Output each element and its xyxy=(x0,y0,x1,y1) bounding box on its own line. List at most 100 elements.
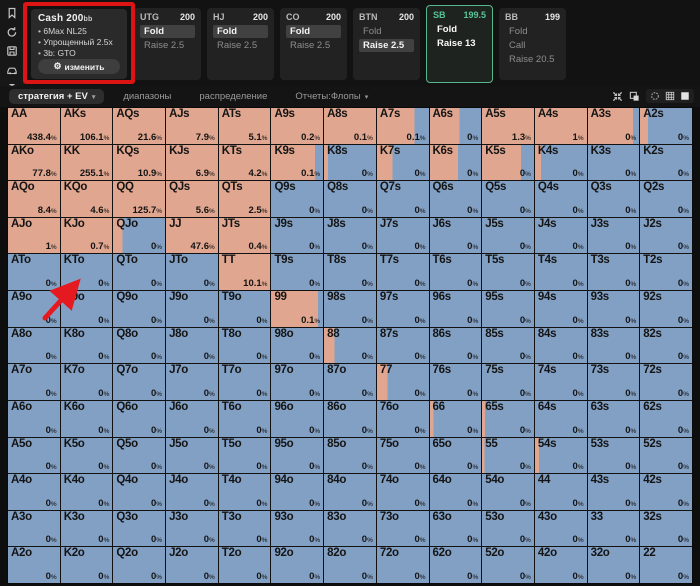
grid-cell-82o[interactable]: 82o 0% xyxy=(324,547,376,583)
grid-cell-Q9s[interactable]: Q9s 0% xyxy=(271,181,324,217)
grid-cell-T8o[interactable]: T8o 0% xyxy=(218,327,271,364)
grid-cell-KTo[interactable]: KTo 0% xyxy=(60,254,113,291)
action-fold[interactable]: Fold xyxy=(286,25,341,38)
grid-cell-J6s[interactable]: J6s 0% xyxy=(429,217,482,254)
grid-cell-A2s[interactable]: A2s 0% xyxy=(640,108,692,144)
grid-cell-76o[interactable]: 76o 0% xyxy=(376,400,429,437)
grid-cell-JTo[interactable]: JTo 0% xyxy=(166,254,218,291)
grid-cell-85o[interactable]: 85o 0% xyxy=(324,437,376,474)
grid-cell-43s[interactable]: 43s 0% xyxy=(587,474,640,510)
save-icon[interactable] xyxy=(6,45,18,57)
grid-cell-JJ[interactable]: JJ 47.6% xyxy=(166,217,218,254)
grid-cell-87s[interactable]: 87s 0% xyxy=(376,327,429,364)
grid-cell-92o[interactable]: 92o 0% xyxy=(271,547,324,583)
grid-cell-J3o[interactable]: J3o 0% xyxy=(166,510,218,547)
grid-cell-QJo[interactable]: QJo 0% xyxy=(113,217,166,254)
grid-cell-K4s[interactable]: K4s 0% xyxy=(534,144,587,181)
grid-cell-T8s[interactable]: T8s 0% xyxy=(324,254,376,291)
grid-cell-55[interactable]: 55 0% xyxy=(482,437,534,474)
grid-cell-J7o[interactable]: J7o 0% xyxy=(166,364,218,400)
grid-cell-T9o[interactable]: T9o 0% xyxy=(218,291,271,327)
grid-cell-J8s[interactable]: J8s 0% xyxy=(324,217,376,254)
grid-cell-82s[interactable]: 82s 0% xyxy=(640,327,692,364)
grid-cell-52o[interactable]: 52o 0% xyxy=(482,547,534,583)
grid-cell-K9s[interactable]: K9s 0.1% xyxy=(271,144,324,181)
grid-cell-K7s[interactable]: K7s 0% xyxy=(376,144,429,181)
action-fold[interactable]: Fold xyxy=(437,24,458,35)
grid-cell-84s[interactable]: 84s 0% xyxy=(534,327,587,364)
grid-cell-KJo[interactable]: KJo 0.7% xyxy=(60,217,113,254)
grid-cell-32s[interactable]: 32s 0% xyxy=(640,510,692,547)
grid-cell-42s[interactable]: 42s 0% xyxy=(640,474,692,510)
grid-cell-K5o[interactable]: K5o 0% xyxy=(60,437,113,474)
grid-cell-T5s[interactable]: T5s 0% xyxy=(482,254,534,291)
grid-cell-K8o[interactable]: K8o 0% xyxy=(60,327,113,364)
grid-cell-J4s[interactable]: J4s 0% xyxy=(534,217,587,254)
tab-стратегия-ev[interactable]: стратегия + EV ▾ xyxy=(9,89,105,104)
grid-cell-A8s[interactable]: A8s 0.1% xyxy=(324,108,376,144)
grid-cell-AJo[interactable]: AJo 1% xyxy=(8,217,60,254)
grid-cell-A6o[interactable]: A6o 0% xyxy=(8,400,60,437)
grid-cell-62s[interactable]: 62s 0% xyxy=(640,400,692,437)
collapse-icon[interactable] xyxy=(612,91,623,102)
position-panel-co[interactable]: CO 200 Fold Raise 2.5 xyxy=(280,8,347,80)
position-panel-btn[interactable]: BTN 200 Fold Raise 2.5 xyxy=(353,8,420,80)
grid-cell-54s[interactable]: 54s 0% xyxy=(534,437,587,474)
grid-cell-KTs[interactable]: KTs 4.2% xyxy=(218,144,271,181)
grid-cell-K3s[interactable]: K3s 0% xyxy=(587,144,640,181)
grid-cell-AKs[interactable]: AKs 106.1% xyxy=(60,108,113,144)
grid-cell-Q6s[interactable]: Q6s 0% xyxy=(429,181,482,217)
grid-cell-K5s[interactable]: K5s 0% xyxy=(482,144,534,181)
grid-cell-64o[interactable]: 64o 0% xyxy=(429,474,482,510)
grid-cell-TT[interactable]: TT 10.1% xyxy=(218,254,271,291)
action-fold[interactable]: Fold xyxy=(509,26,528,37)
grid-cell-K6o[interactable]: K6o 0% xyxy=(60,400,113,437)
grid-cell-T3o[interactable]: T3o 0% xyxy=(218,510,271,547)
copy-icon[interactable] xyxy=(629,91,640,102)
tab-диапазоны[interactable]: диапазоны xyxy=(114,89,180,104)
action-raise-20-5[interactable]: Raise 20.5 xyxy=(509,54,555,65)
grid-cell-52s[interactable]: 52s 0% xyxy=(640,437,692,474)
grid-cell-63s[interactable]: 63s 0% xyxy=(587,400,640,437)
action-raise-13[interactable]: Raise 13 xyxy=(437,38,476,49)
action-raise-2-5[interactable]: Raise 2.5 xyxy=(290,40,331,51)
grid-cell-K9o[interactable]: K9o 0% xyxy=(60,291,113,327)
grid-cell-73o[interactable]: 73o 0% xyxy=(376,510,429,547)
grid-cell-Q3s[interactable]: Q3s 0% xyxy=(587,181,640,217)
grid-cell-Q8o[interactable]: Q8o 0% xyxy=(113,327,166,364)
grid-cell-K8s[interactable]: K8s 0% xyxy=(324,144,376,181)
grid-cell-92s[interactable]: 92s 0% xyxy=(640,291,692,327)
grid-cell-QTs[interactable]: QTs 2.5% xyxy=(218,181,271,217)
grid-cell-J4o[interactable]: J4o 0% xyxy=(166,474,218,510)
grid-cell-22[interactable]: 22 0% xyxy=(640,547,692,583)
tab-распределение[interactable]: распределение xyxy=(190,89,276,104)
tab-отчеты-флопы[interactable]: Отчеты:Флопы ▾ xyxy=(286,89,377,104)
grid-cell-44[interactable]: 44 0% xyxy=(534,474,587,510)
grid-cell-62o[interactable]: 62o 0% xyxy=(429,547,482,583)
grid-cell-86o[interactable]: 86o 0% xyxy=(324,400,376,437)
grid-cell-Q7o[interactable]: Q7o 0% xyxy=(113,364,166,400)
grid-cell-85s[interactable]: 85s 0% xyxy=(482,327,534,364)
grid-cell-75o[interactable]: 75o 0% xyxy=(376,437,429,474)
grid-cell-T4o[interactable]: T4o 0% xyxy=(218,474,271,510)
grid-cell-T2o[interactable]: T2o 0% xyxy=(218,547,271,583)
grid-cell-93o[interactable]: 93o 0% xyxy=(271,510,324,547)
grid-cell-73s[interactable]: 73s 0% xyxy=(587,364,640,400)
grid-cell-J3s[interactable]: J3s 0% xyxy=(587,217,640,254)
grid-cell-32o[interactable]: 32o 0% xyxy=(587,547,640,583)
action-call[interactable]: Call xyxy=(509,40,526,51)
grid-cell-J9s[interactable]: J9s 0% xyxy=(271,217,324,254)
grid-cell-K4o[interactable]: K4o 0% xyxy=(60,474,113,510)
grid-cell-QJs[interactable]: QJs 5.6% xyxy=(166,181,218,217)
grid-cell-95o[interactable]: 95o 0% xyxy=(271,437,324,474)
grid-cell-Q9o[interactable]: Q9o 0% xyxy=(113,291,166,327)
grid-cell-Q2s[interactable]: Q2s 0% xyxy=(640,181,692,217)
grid-cell-QTo[interactable]: QTo 0% xyxy=(113,254,166,291)
grid-cell-74s[interactable]: 74s 0% xyxy=(534,364,587,400)
grid-cell-54o[interactable]: 54o 0% xyxy=(482,474,534,510)
position-panel-utg[interactable]: UTG 200 Fold Raise 2.5 xyxy=(134,8,201,80)
grid-cell-KQo[interactable]: KQo 4.6% xyxy=(60,181,113,217)
grid-cell-Q8s[interactable]: Q8s 0% xyxy=(324,181,376,217)
action-fold[interactable]: Fold xyxy=(140,25,195,38)
grid-cell-T3s[interactable]: T3s 0% xyxy=(587,254,640,291)
